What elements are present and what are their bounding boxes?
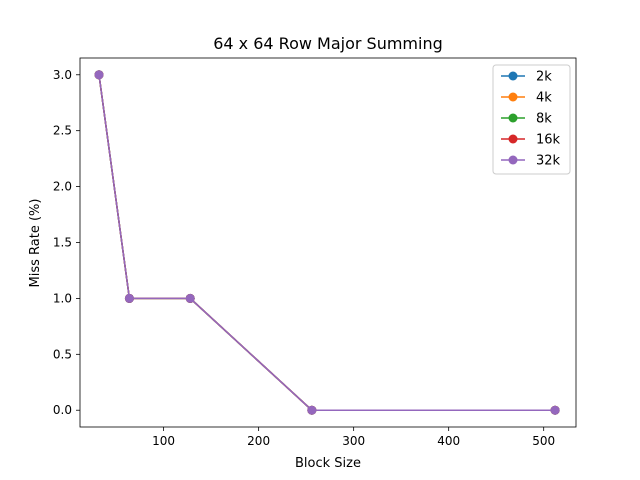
legend-label: 4k: [536, 91, 552, 106]
legend-label: 2k: [536, 70, 552, 85]
legend-label: 32k: [536, 154, 561, 169]
data-point-32k: [185, 293, 195, 303]
chart-title: 64 x 64 Row Major Summing: [213, 34, 443, 53]
legend-swatch-marker: [508, 71, 518, 81]
x-tick-label: 500: [532, 434, 555, 448]
legend-label: 16k: [536, 133, 561, 148]
y-tick-label: 1.0: [53, 291, 72, 305]
legend: 2k 4k 8k 16k 32k: [492, 64, 571, 175]
y-tick-label: 2.0: [53, 180, 72, 194]
series-32k: [94, 70, 560, 415]
data-point-32k: [124, 293, 134, 303]
y-tick-label: 1.5: [53, 236, 72, 250]
legend-item-2k: 2k: [501, 70, 552, 85]
x-tick-label: 400: [437, 434, 460, 448]
y-axis-label: Miss Rate (%): [28, 199, 43, 288]
legend-box: [492, 64, 571, 175]
legend-label: 8k: [536, 112, 552, 127]
legend-item-8k: 8k: [501, 112, 552, 127]
x-tick-label: 200: [247, 434, 270, 448]
legend-swatch-marker: [508, 155, 518, 165]
data-point-32k: [550, 405, 560, 415]
x-axis-label: Block Size: [295, 456, 361, 471]
legend-swatch-marker: [508, 134, 518, 144]
legend-item-4k: 4k: [501, 91, 552, 106]
y-tick-label: 2.5: [53, 124, 72, 138]
legend-item-32k: 32k: [501, 154, 561, 169]
y-axis: 0.0 0.5 1.0 1.5 2.0 2.5 3.0: [53, 68, 80, 417]
y-tick-label: 3.0: [53, 68, 72, 82]
legend-swatch-marker: [508, 92, 518, 102]
x-tick-label: 300: [342, 434, 365, 448]
y-tick-label: 0.5: [53, 347, 72, 361]
series-layer: [94, 70, 560, 415]
data-point-32k: [307, 405, 317, 415]
y-tick-label: 0.0: [53, 403, 72, 417]
legend-swatch-marker: [508, 113, 518, 123]
data-point-32k: [94, 70, 104, 80]
legend-item-16k: 16k: [501, 133, 561, 148]
x-axis: 100 200 300 400 500: [152, 427, 555, 448]
x-tick-label: 100: [152, 434, 175, 448]
